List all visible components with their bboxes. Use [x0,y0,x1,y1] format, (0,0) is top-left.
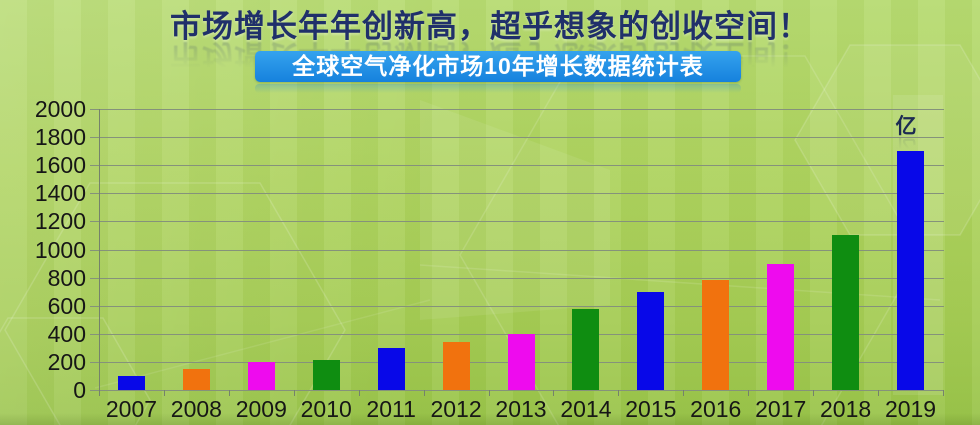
x-axis-label: 2007 [105,396,158,422]
bar [507,333,535,390]
x-axis-label: 2018 [820,396,872,422]
axis-tick [813,390,815,396]
gridline [90,165,944,167]
y-axis-label: 0 [73,377,86,403]
gridline [90,137,944,139]
y-axis-label: 800 [47,264,86,291]
y-axis-label: 1800 [34,124,86,151]
unit-label: 亿 [895,115,917,138]
bar [442,342,470,390]
bar [312,360,340,390]
bar [182,368,210,390]
headline: 市场增长年年创新高，超乎想象的创收空间！ [170,9,810,44]
bar [832,235,860,390]
x-axis-label: 2012 [430,396,482,422]
bottom-shade [0,413,980,425]
x-axis-label: 2019 [884,396,937,422]
x-axis-label: 2008 [170,396,222,422]
y-axis-label: 1600 [34,152,86,179]
gridline [90,277,944,279]
x-axis-label: 2011 [366,396,416,422]
bar [377,347,405,390]
y-axis-label: 1000 [34,236,86,263]
axis-tick [943,390,944,396]
bar [702,280,730,390]
gridline [90,305,944,307]
gridline [90,390,944,391]
axis-tick [488,390,490,396]
x-axis-label: 2013 [495,396,547,422]
axis-tick [228,390,230,396]
axis-tick [553,390,555,396]
axis-tick [163,390,165,396]
x-axis-label: 2010 [300,396,352,422]
chart-title-banner-reflection [255,84,741,93]
y-axis-label: 600 [47,292,86,319]
gridline [90,221,944,223]
y-axis-label: 400 [47,320,86,347]
x-axis-label: 2009 [235,396,287,422]
bar [572,308,600,390]
bar [767,263,795,390]
axis-tick [423,390,425,396]
x-axis-label: 2015 [625,396,677,422]
bar [117,375,145,390]
x-axis-label: 2017 [755,396,807,422]
y-axis-line [99,109,100,396]
bar [637,291,665,390]
axis-tick [878,390,880,396]
x-axis-label: 2014 [560,396,612,422]
x-axis-label: 2016 [690,396,742,422]
axis-tick [748,390,750,396]
y-axis-label: 1200 [34,208,86,235]
axis-tick [683,390,685,396]
y-axis-label: 200 [47,348,86,375]
gridline [90,249,944,251]
chart-title-banner: 全球空气净化市场10年增长数据统计表 [255,51,741,82]
y-axis-label: 2000 [34,96,86,122]
bar [247,361,275,390]
gridline [90,193,944,195]
axis-tick [358,390,360,396]
gridline [90,109,944,110]
axis-tick [293,390,295,396]
bar [897,151,925,390]
axis-tick [618,390,620,396]
y-axis-label: 1400 [34,180,86,207]
